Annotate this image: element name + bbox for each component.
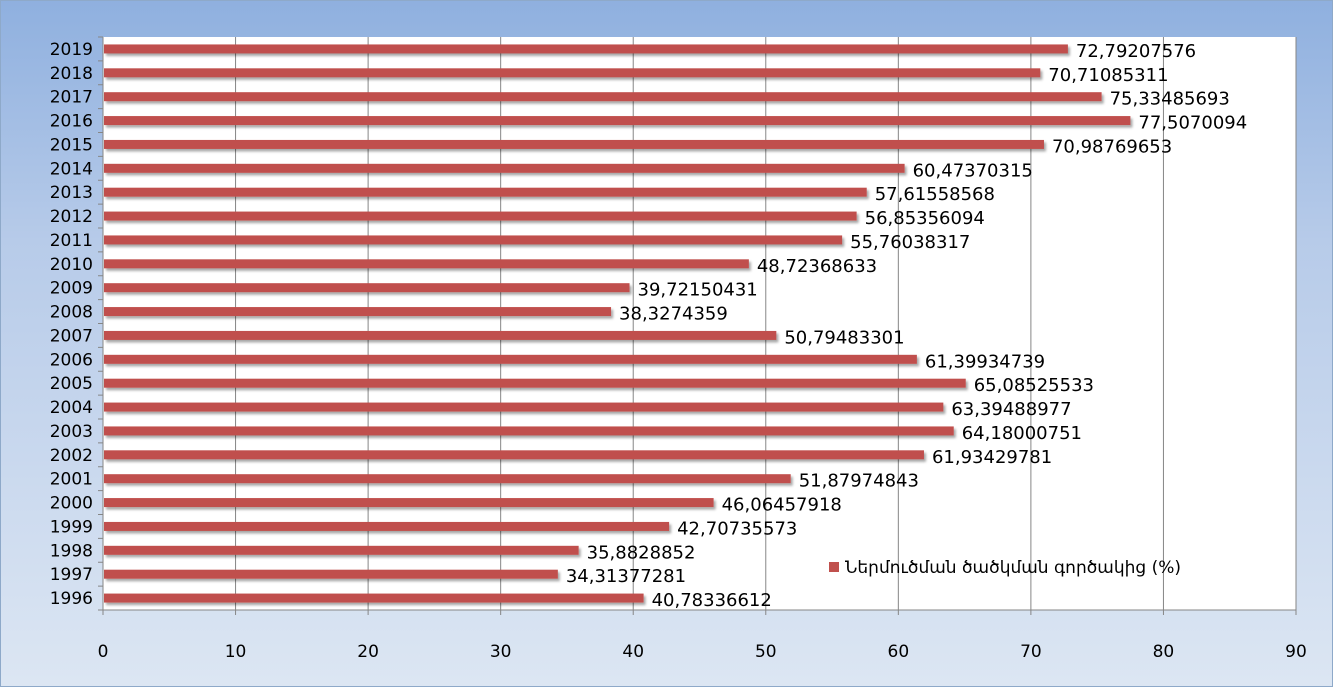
data-label: 64,18000751 [962, 423, 1082, 444]
bar [104, 44, 1068, 54]
x-tick-label: 90 [1285, 642, 1307, 662]
bar [104, 426, 954, 436]
y-tick-label: 1997 [50, 565, 93, 585]
x-tick-label: 60 [888, 642, 910, 662]
bar [104, 378, 966, 388]
data-label: 35,8828852 [587, 542, 696, 563]
data-label: 42,70735573 [677, 518, 797, 539]
bar [104, 235, 843, 245]
bar [104, 116, 1131, 126]
plot-area [103, 37, 1296, 610]
data-label: 72,79207576 [1076, 41, 1196, 62]
x-tick-label: 50 [755, 642, 777, 662]
bar [104, 187, 867, 197]
x-tick-label: 70 [1020, 642, 1042, 662]
data-label: 48,72368633 [757, 256, 877, 277]
y-tick-label: 2013 [50, 183, 93, 203]
y-tick-label: 2009 [50, 279, 93, 299]
data-label: 75,33485693 [1110, 89, 1230, 110]
y-tick-label: 2019 [50, 40, 93, 60]
x-tick-label: 80 [1153, 642, 1175, 662]
y-tick-label: 2008 [50, 303, 93, 323]
bar [104, 498, 714, 508]
data-label: 50,79483301 [784, 327, 904, 348]
legend-marker [829, 562, 839, 572]
y-tick-label: 2016 [50, 112, 93, 132]
y-tick-label: 2010 [50, 255, 93, 275]
data-label: 46,06457918 [722, 495, 842, 516]
data-label: 77,5070094 [1138, 113, 1247, 134]
data-label: 55,76038317 [850, 232, 970, 253]
data-label: 61,39934739 [925, 351, 1045, 372]
y-tick-label: 2005 [50, 374, 93, 394]
x-tick-label: 0 [98, 642, 109, 662]
bar [104, 283, 630, 293]
data-label: 65,08525533 [974, 375, 1094, 396]
y-tick-label: 1998 [50, 541, 93, 561]
bar [104, 354, 917, 364]
bar [104, 593, 644, 603]
bar [104, 330, 777, 340]
bar [104, 474, 791, 484]
bar [104, 545, 579, 555]
y-tick-label: 2006 [50, 350, 93, 370]
bar [104, 163, 905, 173]
y-tick-label: 2003 [50, 422, 93, 442]
data-label: 60,47370315 [913, 160, 1033, 181]
data-label: 63,39488977 [951, 399, 1071, 420]
bar [104, 68, 1041, 78]
data-label: 40,78336612 [652, 590, 772, 611]
bar [104, 92, 1102, 102]
data-label: 51,87974843 [799, 471, 919, 492]
y-tick-label: 2011 [50, 231, 93, 251]
y-tick-label: 2007 [50, 326, 93, 346]
y-tick-label: 2014 [50, 159, 93, 179]
y-tick-label: 1996 [50, 589, 93, 609]
bar [104, 521, 670, 531]
bar [104, 450, 924, 460]
bar [104, 402, 944, 412]
y-tick-label: 2018 [50, 64, 93, 84]
bar [104, 211, 857, 221]
y-tick-label: 2017 [50, 88, 93, 108]
x-tick-label: 10 [225, 642, 247, 662]
x-tick-label: 30 [490, 642, 512, 662]
bar [104, 139, 1044, 149]
bar [104, 307, 612, 317]
data-label: 70,71085311 [1048, 65, 1168, 86]
x-tick-label: 20 [357, 642, 379, 662]
legend-label: Ներմուծման ծածկման գործակից (%) [845, 558, 1181, 578]
bar [104, 259, 749, 269]
y-tick-label: 2015 [50, 135, 93, 155]
x-tick-label: 40 [622, 642, 644, 662]
y-tick-label: 2001 [50, 470, 93, 490]
data-label: 39,72150431 [638, 280, 758, 301]
y-tick-label: 2000 [50, 494, 93, 514]
data-label: 70,98769653 [1052, 136, 1172, 157]
y-tick-label: 2004 [50, 398, 93, 418]
y-tick-label: 1999 [50, 517, 93, 537]
data-label: 57,61558568 [875, 184, 995, 205]
data-label: 56,85356094 [865, 208, 985, 229]
bar [104, 569, 558, 579]
y-tick-label: 2012 [50, 207, 93, 227]
data-label: 34,31377281 [566, 566, 686, 587]
data-label: 38,3274359 [619, 304, 728, 325]
y-tick-label: 2002 [50, 446, 93, 466]
data-label: 61,93429781 [932, 447, 1052, 468]
